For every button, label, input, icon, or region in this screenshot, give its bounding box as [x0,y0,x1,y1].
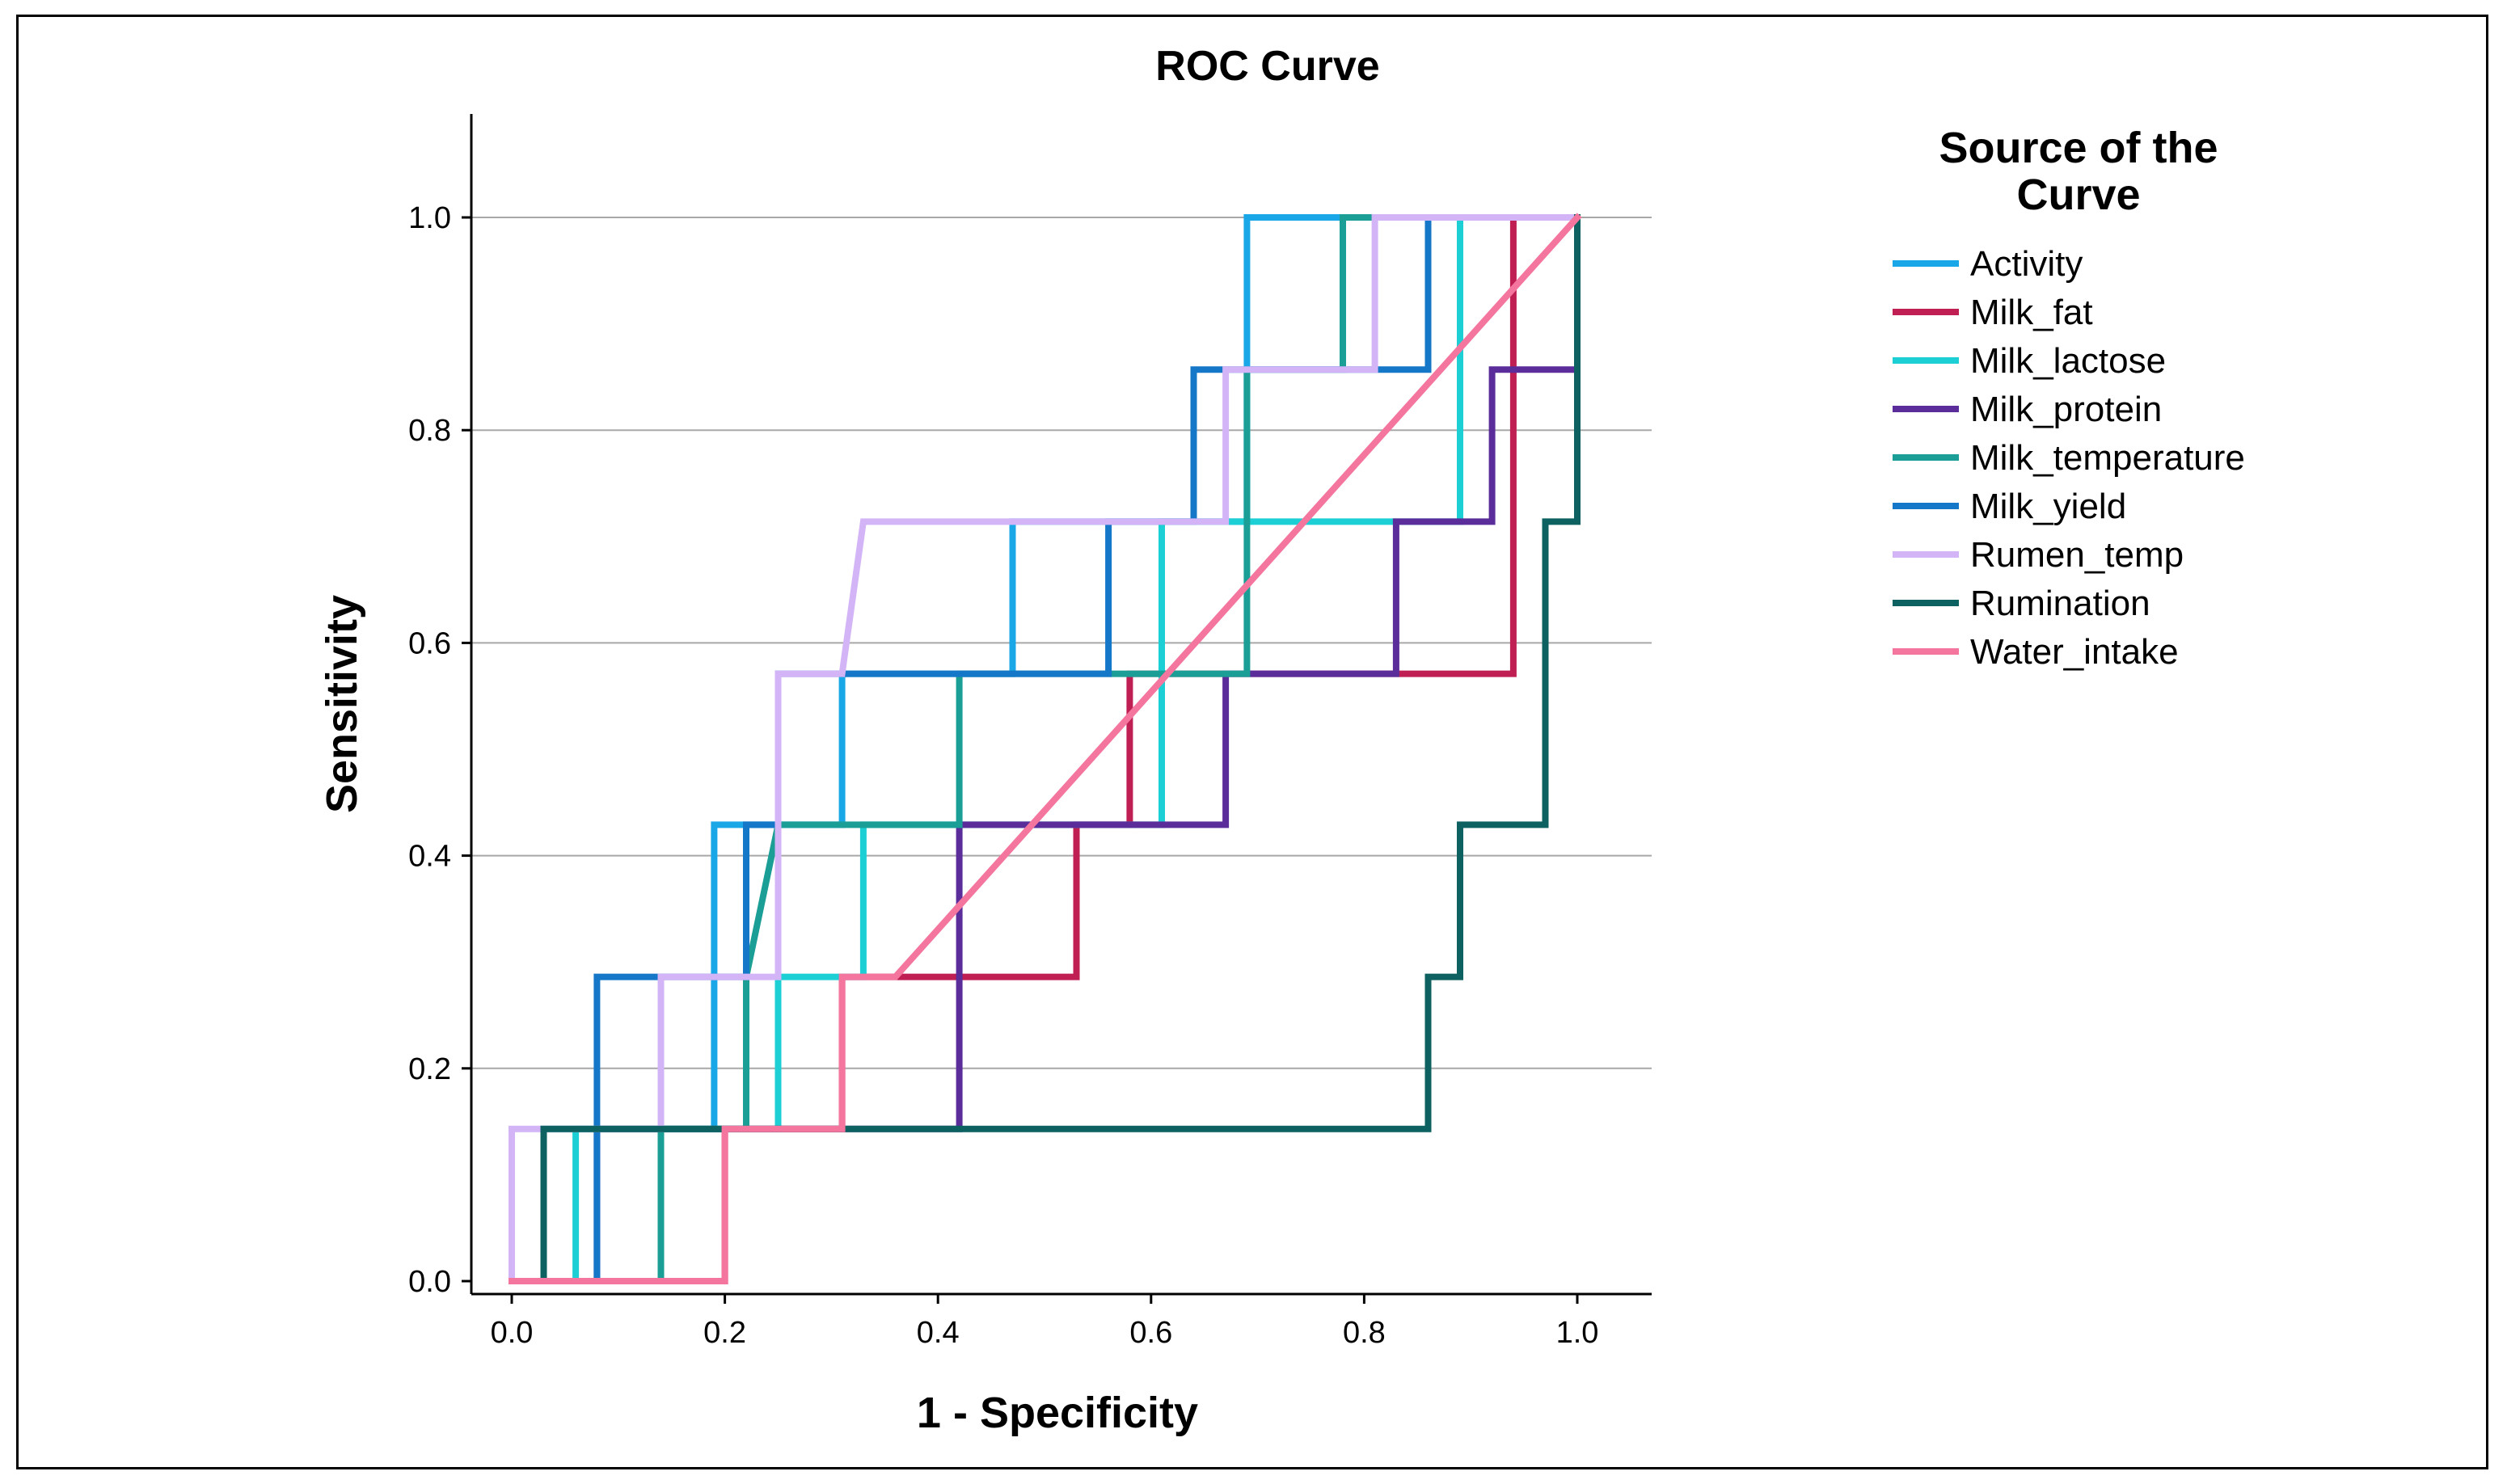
roc-chart: ROC Curve 0.0 0.2 0.4 0.6 0.8 1.0 0.00.20.40.… [318,43,2245,1437]
series-line-milk-lactose [509,214,1581,1284]
series-line-water-intake [509,213,1582,1284]
y-tick-label-4: 0.8 [408,414,451,448]
chart-frame: ROC Curve 0.0 0.2 0.4 0.6 0.8 1.0 0.0 0.2 0.4 0.… [16,15,2488,1469]
legend-label-water-intake: Water_intake [1970,632,2179,672]
x-tick-label-2: 0.4 [917,1316,960,1350]
series-lines [509,213,1582,1284]
x-axis-ticks: 0.0 0.2 0.4 0.6 0.8 1.0 [491,1294,1599,1350]
legend-items: Activity Milk_fat Milk_lactose Milk_protein… [1893,244,2245,672]
y-tick-label-2: 0.4 [408,840,451,874]
gridlines [471,217,1652,1069]
legend-label-rumination: Rumination [1970,584,2150,623]
y-tick-label-0: 0.0 [408,1265,451,1299]
y-tick-label-5: 1.0 [408,201,451,235]
series-line-milk-temperature [509,214,1581,1284]
x-tick-label-5: 1.0 [1556,1316,1599,1350]
legend-label-rumen-temp: Rumen_temp [1970,535,2184,575]
y-axis-ticks: 0.0 0.2 0.4 0.6 0.8 1.0 [408,201,471,1299]
legend-label-milk-lactose: Milk_lactose [1970,341,2166,381]
legend-label-milk-yield: Milk_yield [1970,487,2126,526]
x-tick-label-4: 0.8 [1343,1316,1386,1350]
axes [470,114,1652,1296]
legend: Source of the Curve Activity Milk_fat Milk… [1893,124,2245,672]
y-tick-label-3: 0.6 [408,626,451,660]
chart-title: ROC Curve [1155,43,1379,90]
legend-label-milk-temperature: Milk_temperature [1970,438,2245,478]
x-axis-label: 1 - Specificity [917,1389,1198,1437]
series-line-rumen-temp [509,214,1581,1284]
series-line-milk-protein [509,214,1581,1284]
legend-label-milk-protein: Milk_protein [1970,390,2162,429]
y-tick-label-1: 0.2 [408,1052,451,1086]
legend-title-line1: Source of the [1939,124,2218,172]
x-tick-label-0: 0.0 [491,1316,534,1350]
y-axis-label: Sensitivity [318,595,366,813]
series-line-milk-yield [509,214,1581,1284]
series-line-activity [509,214,1581,1284]
x-tick-label-3: 0.6 [1129,1316,1172,1350]
legend-title-line2: Curve [2016,171,2140,219]
series-line-milk-fat [509,214,1581,1284]
series-line-rumination [509,214,1581,1284]
x-tick-label-1: 0.2 [703,1316,746,1350]
legend-label-activity: Activity [1970,244,2083,284]
legend-label-milk-fat: Milk_fat [1970,293,2093,332]
